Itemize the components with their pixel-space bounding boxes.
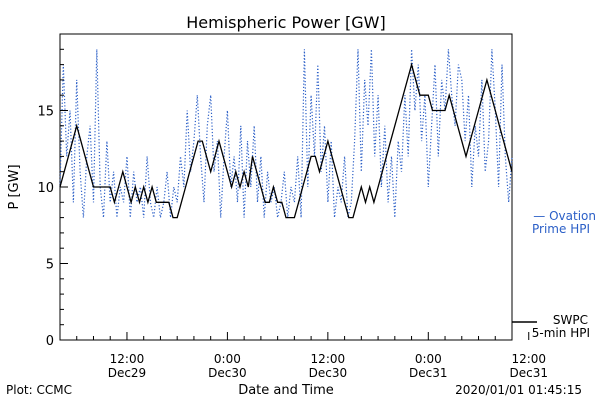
x-tick-label-time-2: 12:00: [311, 352, 346, 366]
y-tick-label-2: 10: [37, 181, 54, 196]
plot-credit: Plot: CCMC: [6, 383, 72, 397]
x-tick-label-time-3: 0:00: [415, 352, 442, 366]
x-tick-label-date-0: Dec29: [108, 366, 147, 380]
chart-title: Hemispheric Power [GW]: [186, 13, 385, 32]
series-line-1: [59, 62, 513, 219]
y-tick-label-1: 5: [46, 258, 54, 273]
x-tick-label-time-1: 0:00: [214, 352, 241, 366]
x-tick-label-time-4: 12:00: [511, 352, 546, 366]
y-tick-label-3: 15: [37, 105, 54, 120]
x-tick-label-date-1: Dec30: [208, 366, 247, 380]
legend-swpc-line1: SWPC: [553, 313, 588, 327]
x-tick-label-date-2: Dec30: [309, 366, 348, 380]
x-tick-label-date-3: Dec31: [409, 366, 448, 380]
legend-ovation-line2: Prime HPI: [532, 222, 590, 236]
plot-frame: [59, 33, 513, 341]
x-tick-label-date-4: Dec31: [509, 366, 548, 380]
legend-swpc-line2: 5-min HPI: [532, 326, 590, 340]
x-axis-label: Date and Time: [238, 383, 334, 398]
x-tick-label-time-0: 12:00: [110, 352, 145, 366]
y-axis-label: P [GW]: [7, 164, 22, 209]
legend-ovation-line1: — Ovation: [533, 209, 596, 223]
y-tick-label-0: 0: [46, 334, 54, 349]
series-line-0: [59, 49, 513, 218]
plot-timestamp: 2020/01/01 01:45:15: [455, 383, 582, 397]
